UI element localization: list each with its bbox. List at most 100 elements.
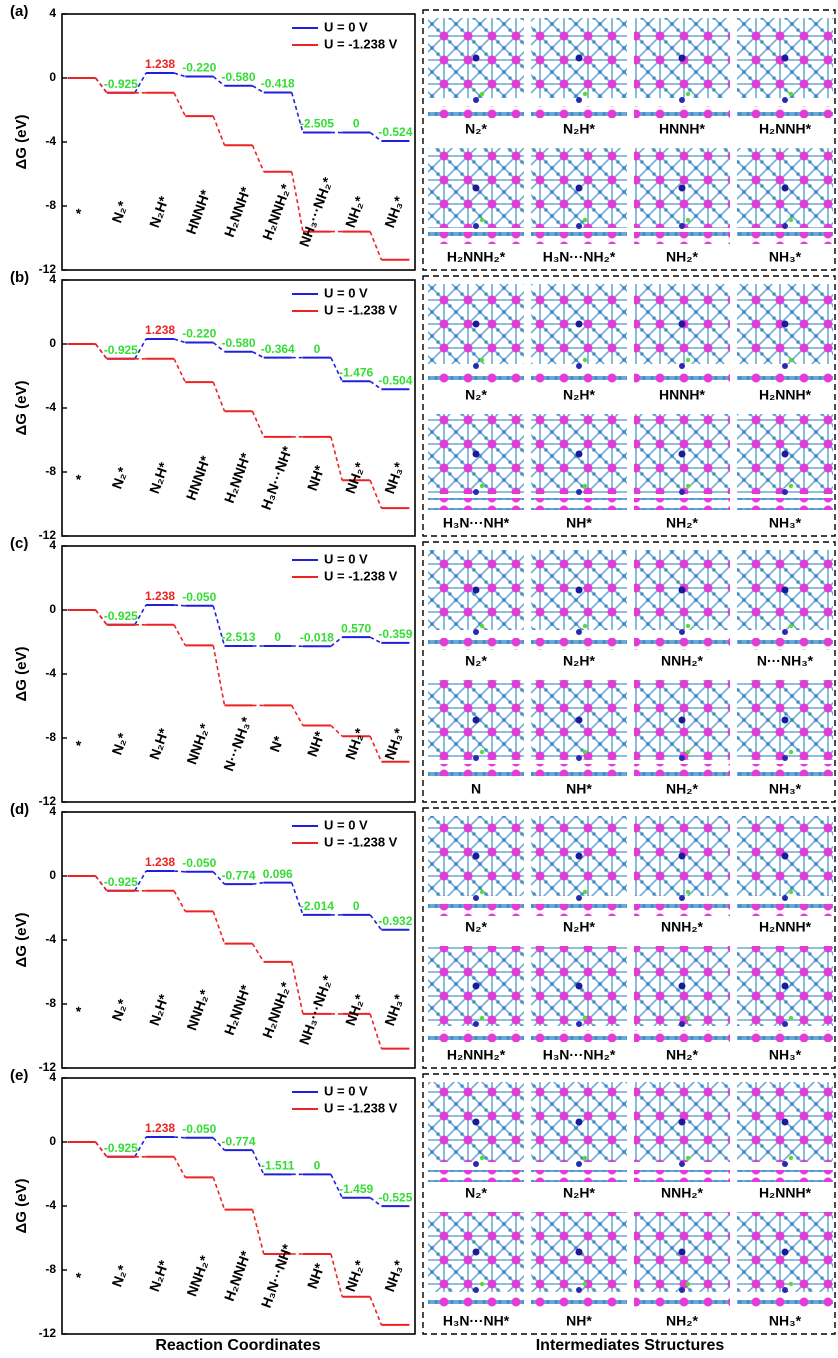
adsorbate-atom bbox=[678, 184, 686, 192]
adsorbate-atom bbox=[685, 91, 691, 97]
x-tick-label: N₂H* bbox=[146, 1258, 172, 1294]
step-label: 0 bbox=[274, 630, 281, 644]
structure-label: NH* bbox=[566, 781, 592, 797]
y-tick-label: 0 bbox=[49, 1134, 56, 1148]
structure-side-view bbox=[428, 106, 524, 118]
structure-side-view bbox=[634, 1296, 730, 1308]
x-tick-label: * bbox=[72, 738, 89, 749]
adsorbate-atom bbox=[479, 217, 485, 223]
structure-label: NNH₂* bbox=[661, 919, 704, 935]
adsorbate-atom bbox=[472, 184, 480, 192]
adsorbate-atom bbox=[582, 483, 588, 489]
structure-label: N₂H* bbox=[563, 387, 595, 403]
step-label: -0.932 bbox=[378, 914, 412, 928]
x-tick-label: NH₃···NH₂* bbox=[296, 973, 336, 1047]
step-label: -0.524 bbox=[378, 125, 412, 139]
x-axis-title: Reaction Coordinates bbox=[155, 1337, 320, 1354]
adsorbate-atom bbox=[781, 184, 789, 192]
x-tick-label: HNNH* bbox=[183, 187, 214, 236]
adsorbate-atom bbox=[575, 54, 583, 62]
adsorbate-atom bbox=[479, 1015, 485, 1021]
adsorbate-atom bbox=[678, 852, 686, 860]
structure-label: N···NH₃* bbox=[757, 653, 814, 669]
adsorbate-atom bbox=[679, 755, 685, 761]
structure-label: H₃N···NH* bbox=[443, 1313, 510, 1329]
y-tick-label: 4 bbox=[49, 538, 56, 552]
step-connector bbox=[369, 914, 383, 931]
structure-label: HNNH* bbox=[659, 387, 705, 403]
adsorbate-atom bbox=[685, 1281, 691, 1287]
step-connector bbox=[212, 1137, 226, 1151]
step-label: -0.774 bbox=[221, 868, 255, 882]
structure-side-view bbox=[531, 232, 627, 244]
structure-side-view bbox=[428, 372, 524, 384]
adsorbate-atom bbox=[473, 489, 479, 495]
x-tick-label: NNH₂* bbox=[183, 1253, 213, 1298]
x-tick-label: NNH₂* bbox=[183, 721, 213, 766]
structure-label: H₂NNH₂* bbox=[447, 1047, 506, 1063]
step-connector bbox=[212, 871, 226, 885]
structure-side-view bbox=[737, 106, 833, 118]
structure-label: H₂NNH* bbox=[759, 387, 812, 403]
adsorbate-atom bbox=[782, 1021, 788, 1027]
step-label: -0.580 bbox=[221, 70, 255, 84]
step-connector bbox=[369, 131, 382, 142]
step-connector bbox=[330, 636, 343, 647]
step-label: -0.018 bbox=[300, 630, 334, 644]
x-tick-label: NH₂* bbox=[342, 460, 368, 496]
adsorbate-atom bbox=[473, 363, 479, 369]
adsorbate-atom bbox=[473, 97, 479, 103]
x-tick-label: NH₂* bbox=[342, 1258, 368, 1294]
step-label: 0 bbox=[353, 117, 360, 131]
adsorbate-atom bbox=[582, 889, 588, 895]
structure-label: NH₂* bbox=[666, 781, 698, 797]
panel-label: (e) bbox=[10, 1067, 28, 1084]
y-axis-label: ΔG (eV) bbox=[13, 913, 30, 968]
step-connector bbox=[212, 911, 226, 944]
step-label: 1.238 bbox=[145, 57, 175, 71]
adsorbate-atom bbox=[472, 982, 480, 990]
structure-side-view bbox=[531, 372, 627, 384]
step-label: 1.238 bbox=[145, 855, 175, 869]
adsorbate-atom bbox=[685, 217, 691, 223]
step-label: -0.418 bbox=[261, 77, 295, 91]
structure-label: HNNH* bbox=[659, 121, 705, 137]
structure-label: H₃N···NH* bbox=[443, 515, 510, 531]
structure-frame bbox=[422, 807, 836, 1069]
adsorbate-atom bbox=[582, 1015, 588, 1021]
adsorbate-atom bbox=[788, 623, 794, 629]
structure-label: N₂* bbox=[465, 387, 487, 403]
y-axis-label: ΔG (eV) bbox=[13, 115, 30, 170]
adsorbate-atom bbox=[685, 357, 691, 363]
structure-side-view bbox=[428, 232, 524, 244]
structure-side-view bbox=[531, 1030, 627, 1042]
x-tick-label: N₂* bbox=[108, 996, 131, 1022]
panel-label: (c) bbox=[10, 535, 28, 552]
step-label: -0.580 bbox=[221, 336, 255, 350]
adsorbate-atom bbox=[788, 483, 794, 489]
x-tick-label: N* bbox=[266, 733, 287, 754]
structure-side-view bbox=[428, 638, 524, 650]
structure-label: H₃N···NH₂* bbox=[543, 1047, 616, 1063]
adsorbate-atom bbox=[576, 1287, 582, 1293]
y-axis-label: ΔG (eV) bbox=[13, 647, 30, 702]
step-connector bbox=[134, 338, 147, 360]
structure-side-view bbox=[737, 498, 833, 510]
structure-side-view bbox=[737, 372, 833, 384]
step-connector bbox=[369, 1013, 383, 1049]
step-connector bbox=[251, 943, 265, 963]
step-label: 1.238 bbox=[145, 1121, 175, 1135]
panel-label: (b) bbox=[10, 269, 29, 286]
y-tick-label: 4 bbox=[49, 6, 56, 20]
adsorbate-atom bbox=[472, 586, 480, 594]
adsorbate-atom bbox=[788, 1155, 794, 1161]
legend-label: U = -1.238 V bbox=[324, 302, 398, 317]
step-connector bbox=[252, 881, 264, 885]
adsorbate-atom bbox=[678, 716, 686, 724]
x-tick-label: * bbox=[72, 472, 89, 483]
step-label: -0.050 bbox=[182, 1122, 216, 1136]
step-connector bbox=[330, 1174, 343, 1199]
adsorbate-atom bbox=[782, 755, 788, 761]
structure-side-view bbox=[737, 764, 833, 776]
